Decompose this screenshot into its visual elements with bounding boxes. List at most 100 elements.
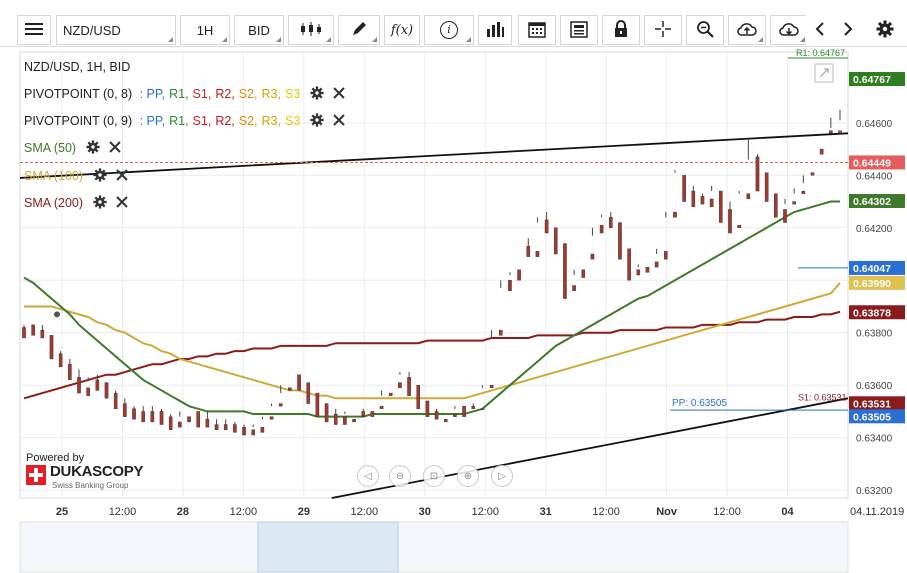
scroll-forward-button[interactable]: ▷ <box>491 465 513 487</box>
price-type-selector[interactable]: BID <box>234 15 284 45</box>
candle-body <box>370 411 375 417</box>
info-button[interactable]: i <box>424 15 474 45</box>
candle-body <box>783 209 787 223</box>
pivot-key-label: R1, <box>169 86 189 101</box>
candle-body <box>77 377 81 394</box>
zoom-icon <box>696 20 714 41</box>
pivot1-settings-gear-icon[interactable] <box>310 86 324 103</box>
candle-body <box>333 413 338 425</box>
candle-body <box>416 384 421 409</box>
zoom-out-button[interactable]: ⊖ <box>389 465 411 487</box>
candle-body <box>810 172 815 176</box>
pivot1-remove-close-icon[interactable] <box>333 87 345 102</box>
pivot2-settings-gear-icon[interactable] <box>310 113 324 130</box>
settings-button[interactable] <box>870 15 900 45</box>
sma100-settings-gear-icon[interactable] <box>92 168 107 185</box>
scroll-right-button[interactable] <box>834 15 862 45</box>
candle-body <box>645 266 650 273</box>
candle-body <box>141 411 145 423</box>
candle-body <box>407 377 411 396</box>
candle-body <box>636 269 641 276</box>
candle-body <box>324 403 329 423</box>
download-button[interactable] <box>770 15 808 45</box>
candle-body <box>480 408 485 410</box>
candle-body <box>663 251 668 260</box>
sma100-legend: SMA (100) <box>24 168 128 185</box>
x-tick-label: 31 <box>540 506 552 518</box>
lock-button[interactable] <box>602 15 640 45</box>
candle-body <box>526 245 531 257</box>
pivot2-remove-close-icon[interactable] <box>333 114 345 129</box>
sma200-remove-close-icon[interactable] <box>116 196 128 211</box>
candle-body <box>113 392 118 410</box>
pivot-key-label: S2, <box>238 113 258 128</box>
timeframe-selector[interactable]: 1H <box>180 15 230 45</box>
candle-body <box>150 411 155 423</box>
news-icon <box>570 20 588 41</box>
candle-body <box>746 193 751 200</box>
sma50-settings-gear-icon[interactable] <box>85 140 100 157</box>
sma50-remove-close-icon[interactable] <box>109 141 121 156</box>
candle-body <box>425 400 430 417</box>
x-tick-label: 30 <box>419 506 431 518</box>
candle-body <box>343 416 347 425</box>
candle-body <box>654 261 659 268</box>
candle-body <box>49 335 54 360</box>
zoom-button[interactable] <box>686 15 724 45</box>
scroll-left-button[interactable] <box>806 15 834 45</box>
sma100-remove-close-icon[interactable] <box>116 169 128 184</box>
volume-button[interactable] <box>478 15 512 45</box>
price-badge-label: 0.63878 <box>853 307 891 319</box>
candle-body <box>829 130 833 134</box>
y-tick-label: 0.63400 <box>856 434 893 445</box>
powered-by-text: Powered by <box>26 452 85 464</box>
y-tick-label: 0.64400 <box>856 171 893 182</box>
menu-button[interactable] <box>17 15 51 45</box>
plot-area <box>19 51 849 499</box>
reset-zoom-button[interactable]: ⊡ <box>423 465 445 487</box>
price-badge <box>849 194 905 209</box>
indicators-button[interactable]: f(x) <box>384 15 420 45</box>
pivot-legend-2: PIVOTPOINT (0, 9) : PP, R1, S1, R2, S2, R3, S3 <box>24 113 345 130</box>
price-badge <box>849 260 905 275</box>
candle-body <box>242 426 246 436</box>
upload-button[interactable] <box>728 15 766 45</box>
navigator-window <box>257 521 399 573</box>
x-tick-label: 25 <box>56 506 68 518</box>
scroll-back-button[interactable]: ◁ <box>357 465 379 487</box>
candle-body <box>361 411 366 417</box>
candle-body <box>187 416 191 423</box>
price-badge <box>849 155 905 170</box>
sma100-legend-label: SMA (100) <box>24 168 84 183</box>
candle-body <box>709 198 714 207</box>
trendline <box>19 132 849 179</box>
news-button[interactable] <box>560 15 598 45</box>
candle-body <box>508 280 512 291</box>
candle-body <box>223 424 228 430</box>
next-icon <box>843 21 853 40</box>
candle-body <box>233 424 237 433</box>
pivot-key-label: : PP, <box>139 113 166 128</box>
calendar-button[interactable] <box>518 15 556 45</box>
zoom-in-button[interactable]: ⊕ <box>457 465 479 487</box>
crosshair-button[interactable] <box>644 15 682 45</box>
reset-icon: ⊡ <box>429 470 439 482</box>
chart-type-button[interactable] <box>288 15 334 45</box>
price-badge-label: 0.64449 <box>853 157 891 169</box>
candle-body <box>590 253 595 260</box>
pp-annotation: PP: 0.63505 <box>672 398 727 409</box>
sma200-settings-gear-icon[interactable] <box>92 195 107 212</box>
upload-icon <box>737 21 757 40</box>
price-chart[interactable]: 0.646000.644000.642000.640000.638000.636… <box>0 46 907 573</box>
drawing-tools-button[interactable] <box>338 15 380 45</box>
info-icon: i <box>440 21 458 39</box>
symbol-selector[interactable]: NZD/USD <box>56 15 176 45</box>
candle-body <box>40 329 45 339</box>
candle-body <box>489 384 494 389</box>
candle-body <box>599 224 604 234</box>
candle-body <box>95 379 100 391</box>
price-badge <box>849 275 905 290</box>
candle-body <box>260 426 265 433</box>
price-badge-label: 0.63990 <box>853 278 891 290</box>
pivot-key-label: S2, <box>238 86 258 101</box>
